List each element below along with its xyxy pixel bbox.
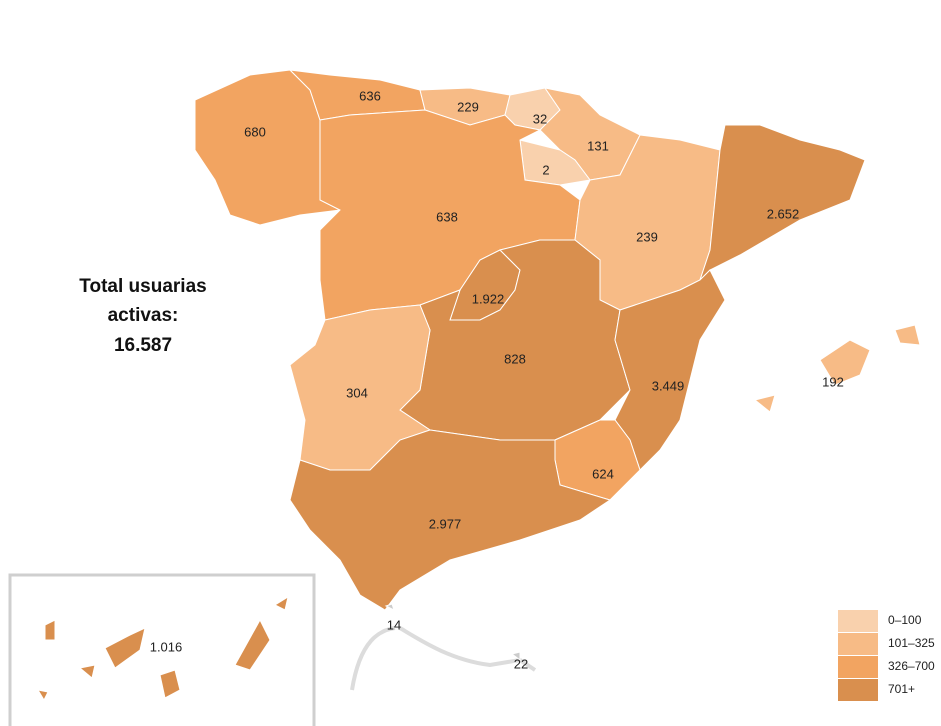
- region-value: 638: [436, 209, 458, 224]
- region-value: 636: [359, 88, 381, 103]
- africa-coast: [350, 626, 537, 691]
- total-label: Total usuarias: [79, 276, 206, 297]
- region-value: 624: [592, 466, 614, 481]
- region: [753, 394, 776, 413]
- total-value: 16.587: [114, 335, 172, 356]
- region: [159, 669, 181, 699]
- region: [78, 664, 96, 679]
- region: [510, 651, 521, 661]
- canarias-box: [8, 573, 316, 726]
- region-value: 828: [504, 351, 526, 366]
- region-value: 32: [533, 111, 547, 126]
- region-value: 680: [244, 124, 266, 139]
- total-label-line: activas:: [108, 305, 179, 326]
- region: [894, 324, 921, 346]
- region-value: 229: [457, 99, 479, 114]
- legend-label: 101–325: [888, 636, 935, 650]
- region-value: 1.016: [150, 639, 183, 654]
- region-value: 22: [514, 656, 528, 671]
- region: [36, 689, 49, 702]
- region-value: 3.449: [652, 378, 685, 393]
- region: [289, 429, 612, 611]
- region: [273, 595, 289, 611]
- region-value: 1.922: [472, 291, 505, 306]
- legend-label: 701+: [888, 682, 915, 696]
- region: [699, 124, 866, 281]
- legend-swatch: [838, 610, 878, 632]
- region-value: 192: [822, 374, 844, 389]
- region-value: 2.652: [767, 206, 800, 221]
- legend-swatch: [838, 633, 878, 655]
- region: [234, 618, 271, 671]
- region: [384, 603, 395, 611]
- legend-label: 326–700: [888, 659, 935, 673]
- legend-swatch: [838, 679, 878, 701]
- region: [104, 627, 146, 669]
- region: [819, 339, 871, 386]
- region: [44, 619, 56, 641]
- legend-swatch: [838, 656, 878, 678]
- region: [614, 269, 726, 471]
- legend-label: 0–100: [888, 613, 922, 627]
- region-value: 131: [587, 138, 609, 153]
- region-value: 239: [636, 229, 658, 244]
- region-value: 304: [346, 385, 368, 400]
- region-value: 2: [542, 162, 549, 177]
- region-value: 14: [387, 617, 401, 632]
- region-value: 2.977: [429, 516, 462, 531]
